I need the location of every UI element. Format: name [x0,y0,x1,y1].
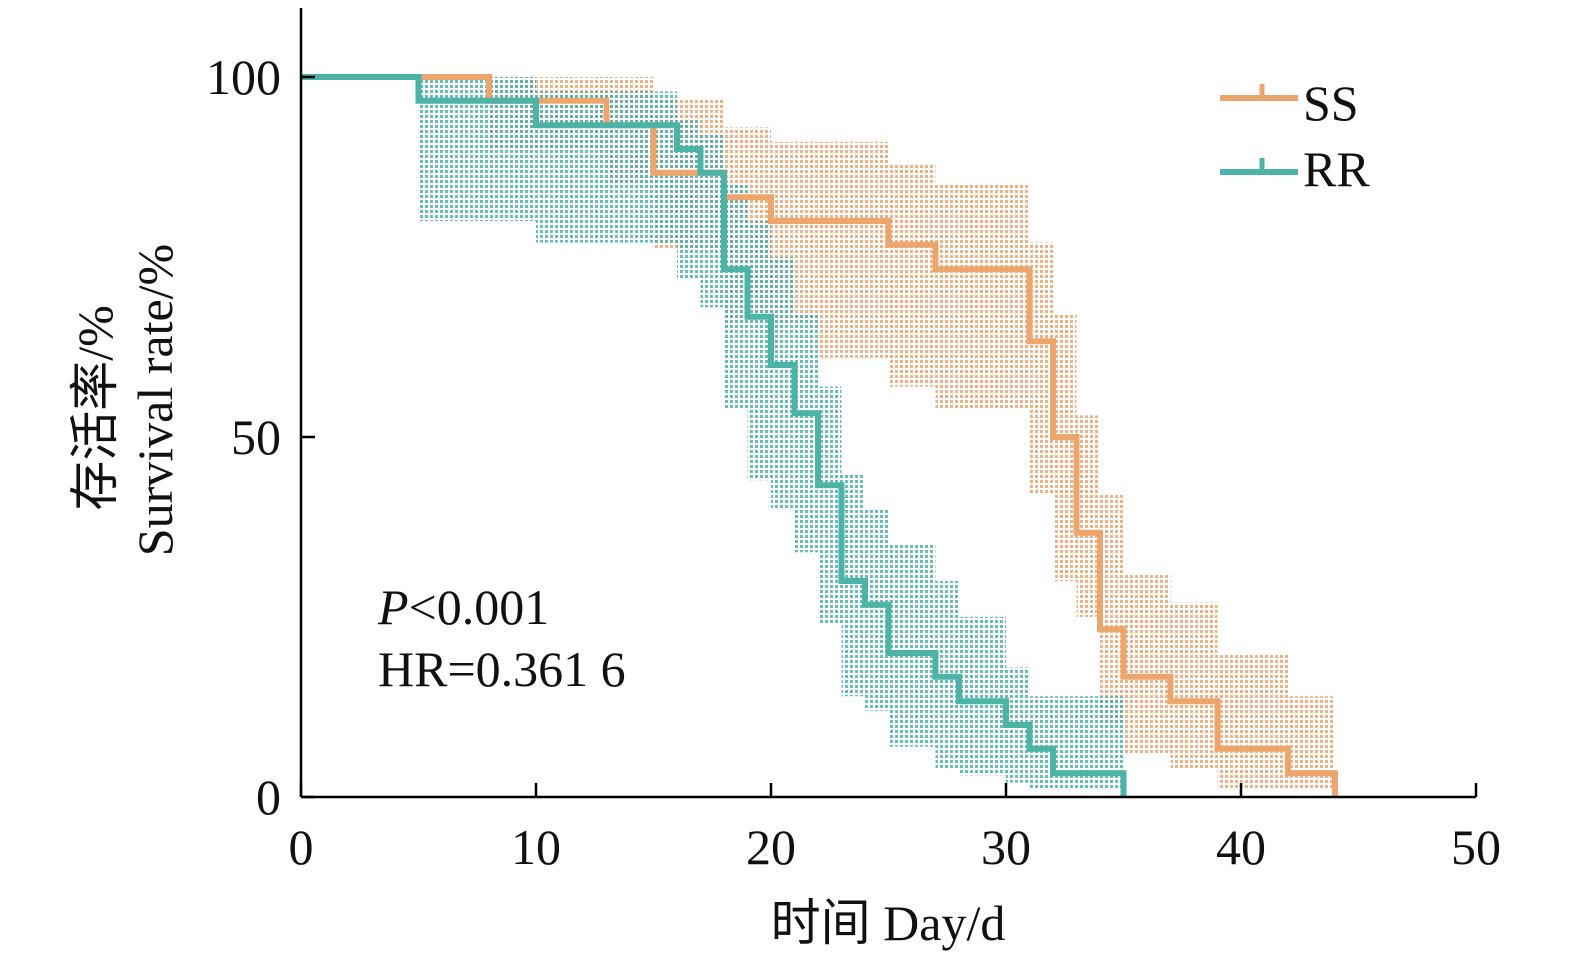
x-tick-label-0: 0 [289,819,314,875]
x-tick-label-50: 50 [1451,819,1501,875]
x-ticks: 0 10 20 30 40 50 [289,783,1501,875]
confidence-band-ss [301,77,1335,797]
y-tick-label-50: 50 [231,409,281,465]
axes [299,8,1476,799]
legend-item-rr: RR [1220,141,1370,197]
hr-annotation: HR=0.361 6 [378,641,626,697]
confidence-bands [301,77,1335,797]
legend-item-ss: SS [1220,75,1359,131]
y-axis-title-en: Survival rate/% [127,244,183,556]
p-value-annotation: P<0.001 [377,579,549,635]
x-axis-title: 时间 Day/d [771,895,1006,951]
legend-label-ss: SS [1303,75,1359,131]
survival-curve-ss [301,74,1338,797]
confidence-band-rr [301,77,1124,797]
y-tick-label-100: 100 [206,49,281,105]
y-tick-label-0: 0 [256,769,281,825]
x-tick-label-30: 30 [981,819,1031,875]
y-ticks: 0 50 100 [206,49,315,825]
p-value-text: <0.001 [409,579,550,635]
x-tick-label-10: 10 [511,819,561,875]
legend-label-rr: RR [1303,141,1370,197]
x-tick-label-40: 40 [1216,819,1266,875]
legend: SS RR [1220,75,1370,197]
p-symbol: P [377,579,409,635]
survival-curves [301,74,1338,797]
x-tick-label-20: 20 [746,819,796,875]
survival-curve-rr [301,74,1127,797]
y-axis-title-cn: 存活率/% [67,305,123,511]
